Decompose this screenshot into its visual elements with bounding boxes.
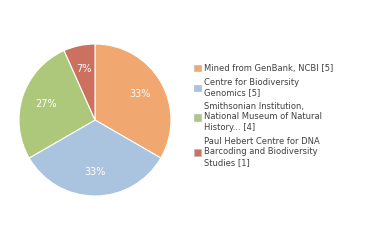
- Wedge shape: [95, 44, 171, 158]
- Legend: Mined from GenBank, NCBI [5], Centre for Biodiversity
Genomics [5], Smithsonian : Mined from GenBank, NCBI [5], Centre for…: [194, 64, 333, 167]
- Text: 27%: 27%: [35, 99, 57, 109]
- Text: 7%: 7%: [76, 65, 92, 74]
- Wedge shape: [19, 51, 95, 158]
- Text: 33%: 33%: [129, 89, 150, 99]
- Wedge shape: [29, 120, 161, 196]
- Text: 33%: 33%: [84, 167, 106, 177]
- Wedge shape: [64, 44, 95, 120]
